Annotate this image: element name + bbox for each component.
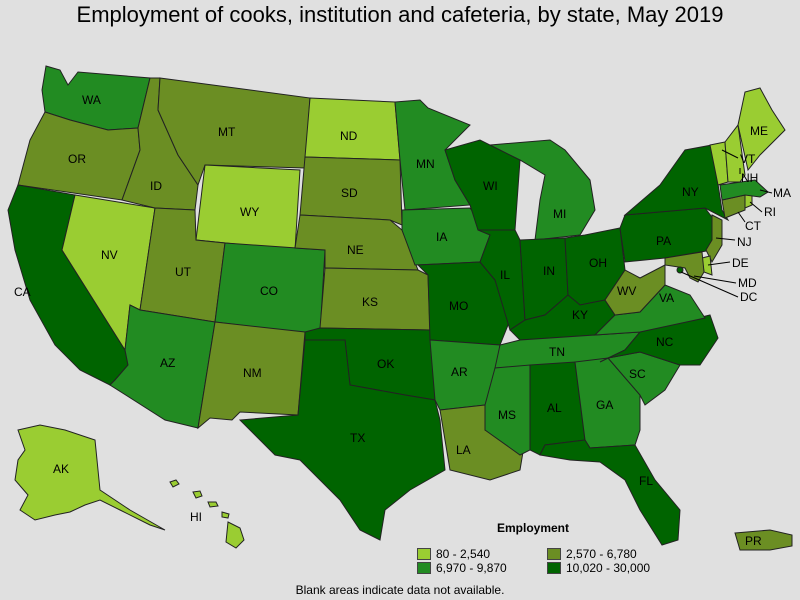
state-hi[interactable] xyxy=(169,479,245,549)
state-ak[interactable] xyxy=(14,424,166,531)
label-tn: TN xyxy=(549,345,565,359)
label-ar: AR xyxy=(451,365,468,379)
leader-nj xyxy=(715,237,736,241)
label-mo: MO xyxy=(449,299,468,313)
label-hi: HI xyxy=(190,510,202,524)
state-ma[interactable] xyxy=(719,179,769,201)
label-co: CO xyxy=(260,284,278,298)
label-pr: PR xyxy=(745,534,762,548)
label-nh: NH xyxy=(741,171,758,185)
legend-swatch-high xyxy=(547,562,561,574)
leader-ri xyxy=(749,201,763,213)
label-ut: UT xyxy=(175,265,192,279)
label-ny: NY xyxy=(682,185,699,199)
label-sd: SD xyxy=(341,186,358,200)
state-wv[interactable] xyxy=(604,264,666,316)
label-id: ID xyxy=(150,179,162,193)
label-va: VA xyxy=(659,291,674,305)
label-me: ME xyxy=(750,124,768,138)
label-nm: NM xyxy=(243,366,262,380)
label-oh: OH xyxy=(589,256,607,270)
state-nc[interactable] xyxy=(599,314,719,366)
state-nj[interactable] xyxy=(705,214,723,264)
label-az: AZ xyxy=(160,356,175,370)
label-ne: NE xyxy=(347,243,364,257)
label-wv: WV xyxy=(617,284,636,298)
legend-swatch-midlow xyxy=(547,548,561,560)
label-ct: CT xyxy=(745,219,762,233)
state-dc[interactable] xyxy=(676,266,684,274)
label-wy: WY xyxy=(240,205,259,219)
leader-ma xyxy=(759,189,773,194)
state-pr[interactable] xyxy=(734,529,793,551)
legend-item-midhigh: 6,970 - 9,870 xyxy=(417,561,507,575)
label-pa: PA xyxy=(656,234,671,248)
label-ia: IA xyxy=(436,230,447,244)
label-ok: OK xyxy=(377,357,394,371)
label-al: AL xyxy=(547,401,562,415)
label-tx: TX xyxy=(350,431,365,445)
legend-swatch-midhigh xyxy=(417,562,431,574)
legend-label-midhigh: 6,970 - 9,870 xyxy=(436,561,507,575)
label-dc: DC xyxy=(740,290,758,304)
state-nh[interactable] xyxy=(724,123,746,183)
leader-dc xyxy=(680,271,739,298)
footnote: Blank areas indicate data not available. xyxy=(295,583,505,597)
legend-item-low: 80 - 2,540 xyxy=(417,547,490,561)
legend-label-midlow: 2,570 - 6,780 xyxy=(566,547,637,561)
label-de: DE xyxy=(732,256,749,270)
map-title: Employment of cooks, institution and caf… xyxy=(76,2,724,27)
label-ri: RI xyxy=(764,205,776,219)
label-mi: MI xyxy=(553,207,566,221)
label-ga: GA xyxy=(596,398,613,412)
label-ca: CA xyxy=(14,285,31,299)
legend-title: Employment xyxy=(497,521,570,535)
legend-label-low: 80 - 2,540 xyxy=(436,547,491,561)
label-la: LA xyxy=(456,443,471,457)
legend-label-high: 10,020 - 30,000 xyxy=(566,561,651,575)
label-mn: MN xyxy=(416,157,435,171)
state-sd[interactable] xyxy=(299,156,403,226)
state-me[interactable] xyxy=(737,87,786,172)
label-or: OR xyxy=(68,152,86,166)
leader-vt xyxy=(721,149,739,159)
state-mi[interactable] xyxy=(488,139,596,241)
label-ks: KS xyxy=(362,295,378,309)
legend-item-midlow: 2,570 - 6,780 xyxy=(547,547,637,561)
label-nd: ND xyxy=(340,129,358,143)
label-mt: MT xyxy=(218,125,236,139)
label-nj: NJ xyxy=(737,235,752,249)
state-nm[interactable] xyxy=(197,321,306,430)
label-in: IN xyxy=(543,264,555,278)
leader-ct xyxy=(737,211,746,223)
label-sc: SC xyxy=(629,367,646,381)
label-wi: WI xyxy=(483,179,498,193)
label-ky: KY xyxy=(572,308,588,322)
label-ak: AK xyxy=(53,462,69,476)
state-md[interactable] xyxy=(664,251,705,283)
label-ma: MA xyxy=(773,186,791,200)
legend-item-high: 10,020 - 30,000 xyxy=(547,561,650,575)
leader-md xyxy=(693,275,737,284)
label-nc: NC xyxy=(656,335,674,349)
label-md: MD xyxy=(738,276,757,290)
label-fl: FL xyxy=(639,474,653,488)
label-il: IL xyxy=(500,268,510,282)
leader-de xyxy=(707,261,731,266)
label-wa: WA xyxy=(82,93,101,107)
state-tx[interactable] xyxy=(238,339,446,541)
label-vt: VT xyxy=(740,152,756,166)
label-nv: NV xyxy=(101,248,118,262)
state-fl[interactable] xyxy=(539,439,681,546)
legend-swatch-low xyxy=(417,548,431,560)
label-ms: MS xyxy=(498,408,516,422)
